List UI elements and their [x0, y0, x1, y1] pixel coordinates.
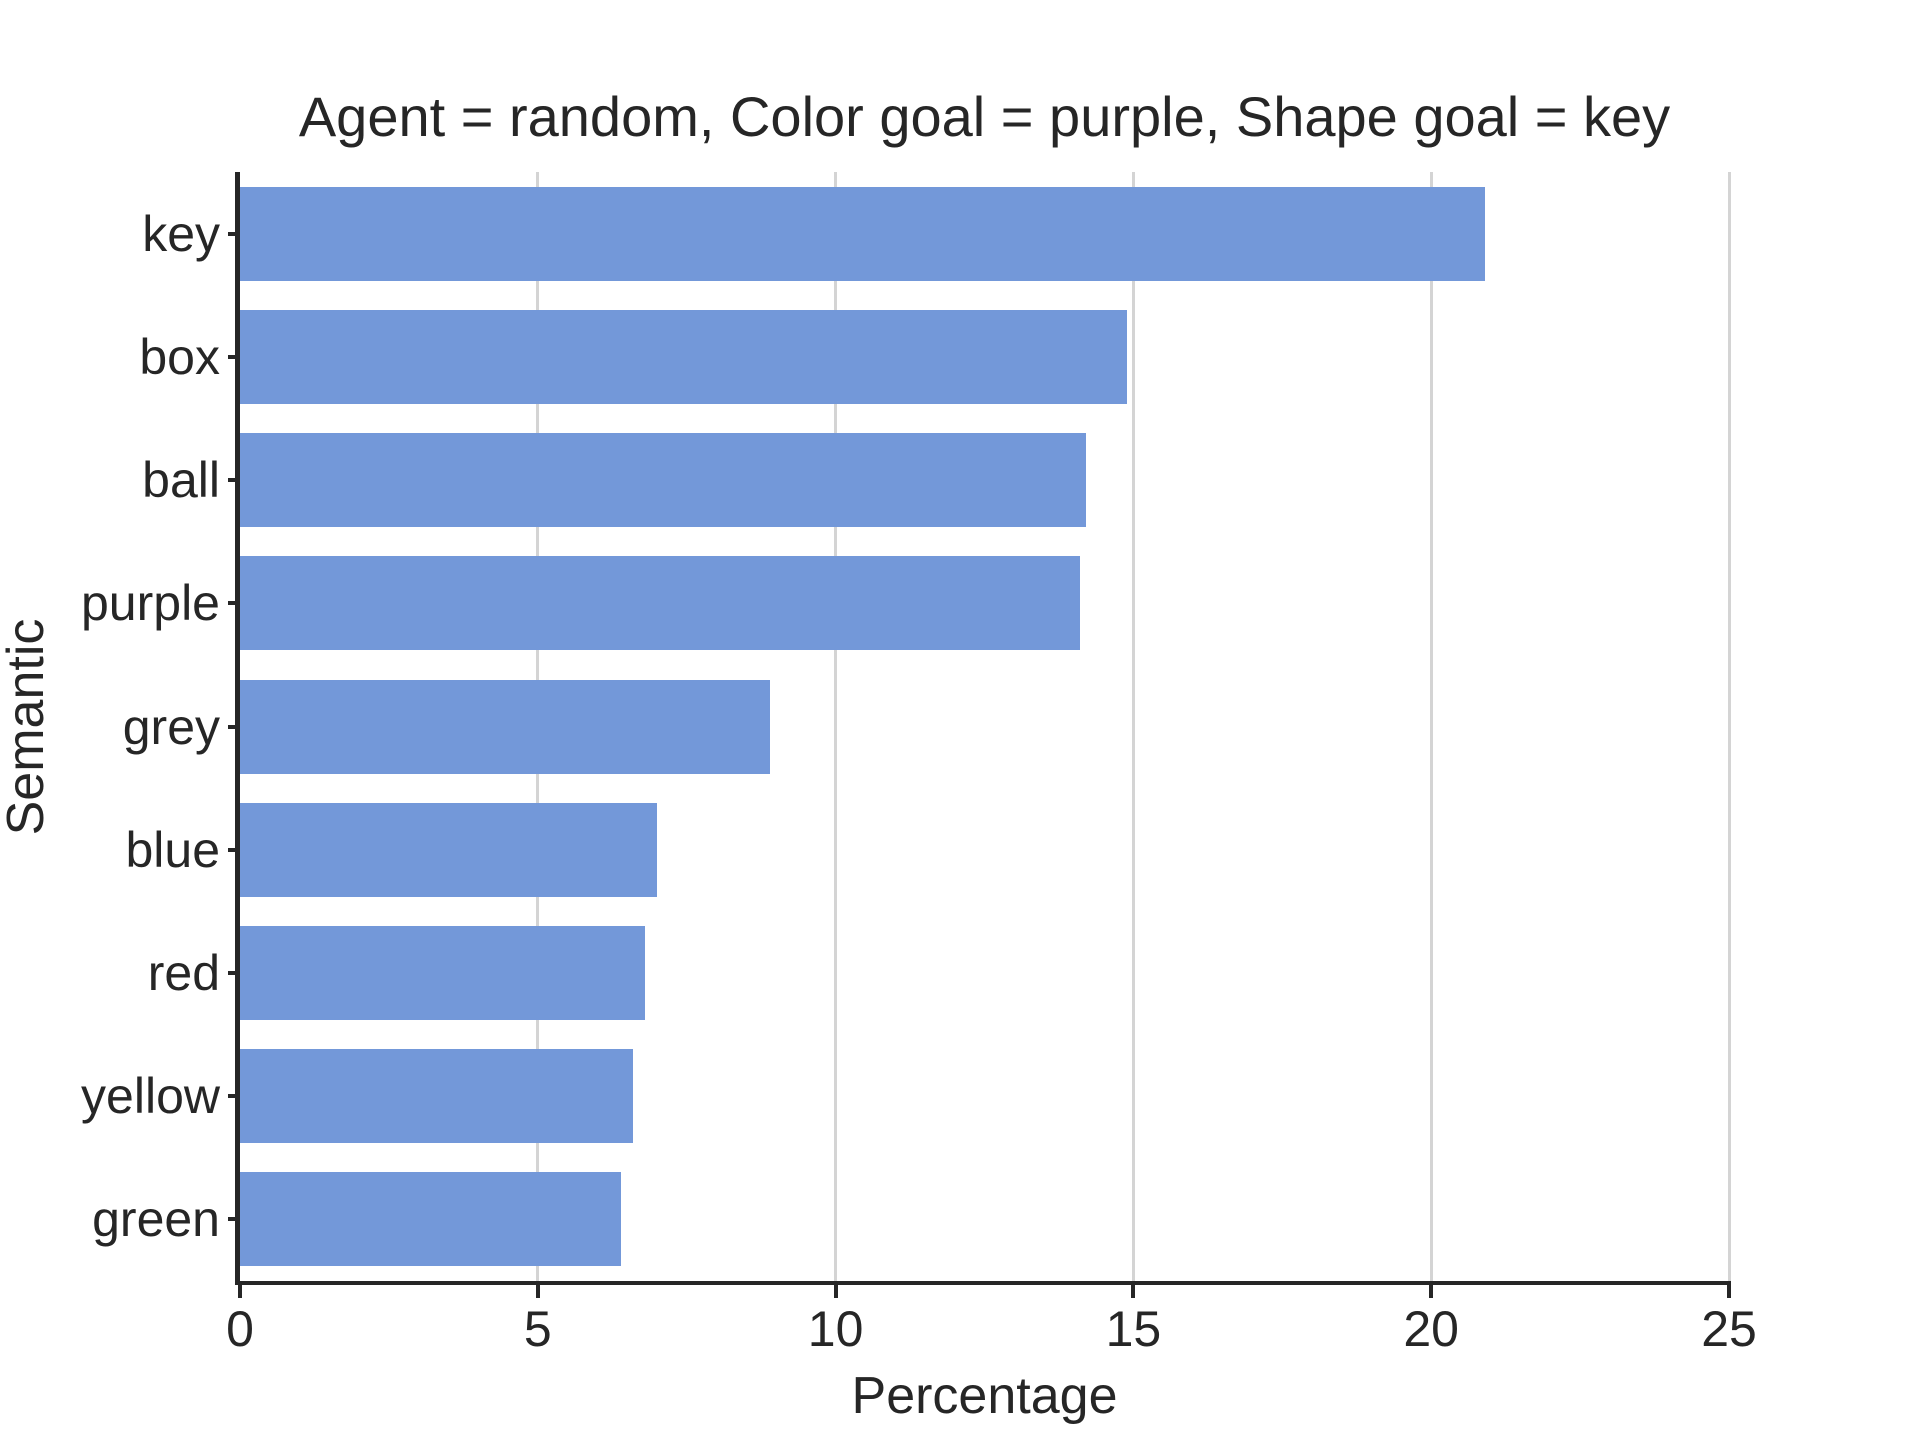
- ytick-label-yellow: yellow: [81, 1068, 220, 1125]
- ytick-mark-ball: [228, 478, 240, 483]
- ytick-label-grey: grey: [122, 698, 220, 755]
- bar-yellow: [240, 1049, 634, 1144]
- ytick-label-red: red: [147, 944, 220, 1001]
- x-axis-label: Percentage: [851, 1367, 1118, 1425]
- xtick-label-0: 0: [226, 1301, 254, 1357]
- ytick-mark-box: [228, 354, 240, 359]
- ytick-mark-red: [228, 970, 240, 975]
- bar-green: [240, 1172, 622, 1267]
- ytick-label-blue: blue: [125, 821, 220, 878]
- ytick-label-box: box: [139, 328, 220, 385]
- bar-box: [240, 309, 1128, 404]
- bar-ball: [240, 433, 1086, 528]
- gridline-10: [834, 172, 838, 1281]
- y-axis-spine: [235, 172, 240, 1285]
- ytick-label-key: key: [142, 205, 220, 262]
- chart-title: Agent = random, Color goal = purple, Sha…: [298, 85, 1671, 148]
- ytick-mark-blue: [228, 847, 240, 852]
- ytick-label-green: green: [92, 1191, 220, 1248]
- bar-key: [240, 186, 1485, 281]
- ytick-mark-purple: [228, 601, 240, 606]
- gridline-20: [1429, 172, 1433, 1281]
- bar-purple: [240, 556, 1080, 651]
- gridline-15: [1131, 172, 1135, 1281]
- ytick-mark-green: [228, 1217, 240, 1222]
- xtick-mark-15: [1131, 1285, 1136, 1298]
- xtick-mark-5: [535, 1285, 540, 1298]
- xtick-mark-0: [238, 1285, 242, 1298]
- ytick-mark-key: [228, 231, 240, 236]
- xtick-label-20: 20: [1403, 1301, 1459, 1357]
- ytick-label-ball: ball: [142, 452, 220, 509]
- bar-grey: [240, 679, 771, 774]
- xtick-label-15: 15: [1105, 1301, 1162, 1357]
- bar-blue: [240, 802, 657, 897]
- xtick-label-5: 5: [523, 1301, 552, 1357]
- gridline-25: [1727, 172, 1731, 1281]
- ytick-label-purple: purple: [81, 575, 220, 632]
- xtick-label-25: 25: [1701, 1301, 1757, 1357]
- xtick-label-10: 10: [807, 1301, 864, 1357]
- ytick-mark-yellow: [228, 1094, 240, 1099]
- x-axis-spine: [235, 1281, 1731, 1285]
- xtick-mark-10: [833, 1285, 838, 1298]
- xtick-mark-25: [1727, 1285, 1731, 1298]
- xtick-mark-20: [1429, 1285, 1434, 1298]
- plot-area: [240, 172, 1731, 1281]
- ytick-mark-grey: [228, 724, 240, 729]
- bar-red: [240, 925, 645, 1020]
